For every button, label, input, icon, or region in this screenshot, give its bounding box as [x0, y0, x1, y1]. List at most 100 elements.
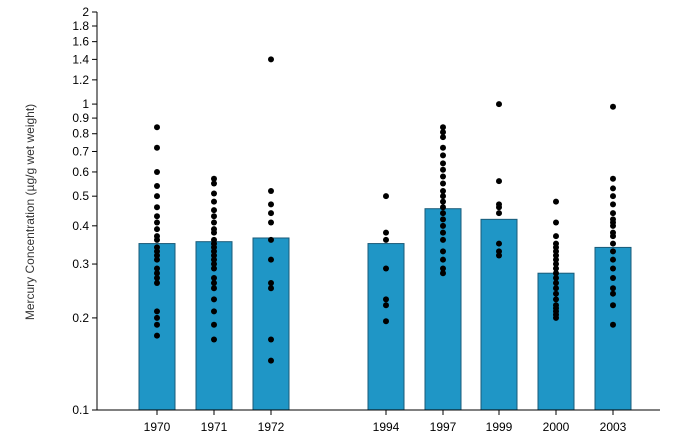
point-1971-13: [211, 252, 217, 259]
point-1972-9: [268, 336, 274, 343]
point-2000-1: [553, 219, 559, 226]
point-2003-10: [610, 233, 616, 240]
point-1994-4: [383, 296, 389, 303]
point-1999-5: [496, 240, 502, 247]
point-1994-2: [383, 236, 389, 243]
point-1970-1: [154, 144, 160, 151]
y-tick-label: 0.5: [72, 189, 89, 203]
x-tick-label: 1971: [201, 420, 228, 434]
y-tick-label: 0.6: [72, 165, 89, 179]
x-tick-label: 1997: [430, 420, 457, 434]
y-tick-label: 0.1: [72, 403, 89, 417]
point-1971-17: [211, 275, 217, 282]
point-1970-20: [154, 314, 160, 321]
point-1999-7: [496, 252, 502, 259]
point-1970-15: [154, 265, 160, 272]
x-tick-label: 1972: [258, 420, 285, 434]
y-ticks-group: 0.1 0.2 0.3 0.4 0.5 0.6 0.7 0.8 0.91 1.2 1.4 1.6 1.8…: [72, 5, 97, 417]
point-1971-23: [211, 336, 217, 343]
point-2000-9: [553, 265, 559, 272]
point-1999-1: [496, 178, 502, 185]
point-1971-16: [211, 265, 217, 272]
y-tick-label: 0.7: [72, 144, 89, 158]
point-1994-3: [383, 265, 389, 272]
point-2003-0: [610, 103, 616, 110]
point-1997-14: [440, 216, 446, 223]
point-1970-2: [154, 168, 160, 175]
point-1997-10: [440, 193, 446, 200]
point-1971-21: [211, 308, 217, 315]
x-tick-label: 2003: [600, 420, 627, 434]
point-2003-1: [610, 175, 616, 182]
point-1970-4: [154, 193, 160, 200]
point-1997-19: [440, 256, 446, 263]
point-2003-8: [610, 222, 616, 229]
point-1971-6: [211, 219, 217, 226]
y-tick-label: 1: [82, 97, 89, 111]
point-2000-12: [553, 280, 559, 287]
point-1970-14: [154, 256, 160, 263]
point-2000-6: [553, 252, 559, 259]
point-1972-2: [268, 201, 274, 208]
point-1970-17: [154, 275, 160, 282]
point-2003-15: [610, 275, 616, 282]
point-1994-6: [383, 318, 389, 325]
point-1997-9: [440, 187, 446, 194]
point-1999-3: [496, 204, 502, 211]
point-1972-8: [268, 285, 274, 292]
point-1972-1: [268, 187, 274, 194]
point-1972-5: [268, 236, 274, 243]
y-tick-label: 0.4: [72, 219, 89, 233]
point-2003-16: [610, 285, 616, 292]
point-1971-15: [211, 261, 217, 268]
point-2003-4: [610, 201, 616, 208]
point-2003-11: [610, 240, 616, 247]
point-2000-0: [553, 198, 559, 205]
y-tick-label: 0.9: [72, 111, 89, 125]
y-tick-label: 1.4: [72, 52, 89, 66]
point-2000-11: [553, 275, 559, 282]
point-1972-10: [268, 357, 274, 364]
point-1997-20: [440, 265, 446, 272]
bar-1999: [480, 218, 518, 411]
point-1997-5: [440, 160, 446, 167]
point-1970-16: [154, 270, 160, 277]
point-1997-8: [440, 180, 446, 187]
point-2003-19: [610, 321, 616, 328]
point-1997-6: [440, 166, 446, 173]
point-1971-19: [211, 285, 217, 292]
point-2000-20: [553, 314, 559, 321]
y-tick-label: 1.2: [72, 73, 89, 87]
x-tick-label: 1999: [486, 420, 513, 434]
point-1997-15: [440, 222, 446, 229]
point-1970-5: [154, 204, 160, 211]
point-1997-7: [440, 173, 446, 180]
point-1999-0: [496, 101, 502, 108]
point-2000-7: [553, 256, 559, 263]
point-1970-18: [154, 280, 160, 287]
point-1971-8: [211, 229, 217, 236]
point-1971-2: [211, 190, 217, 197]
bar-1994: [367, 243, 405, 411]
point-1971-20: [211, 296, 217, 303]
point-1971-14: [211, 256, 217, 263]
point-1970-7: [154, 219, 160, 226]
point-1972-6: [268, 256, 274, 263]
point-2000-14: [553, 290, 559, 297]
point-2003-12: [610, 248, 616, 255]
point-1997-17: [440, 236, 446, 243]
point-2000-15: [553, 296, 559, 303]
point-1972-0: [268, 56, 274, 63]
point-1971-18: [211, 280, 217, 287]
point-2000-2: [553, 233, 559, 240]
x-tick-label: 1970: [144, 420, 171, 434]
point-1971-1: [211, 180, 217, 187]
point-1972-4: [268, 219, 274, 226]
x-ticks-group: 1970 1971 1972 1994 1997 1999 2000 2003: [144, 410, 627, 434]
point-1994-1: [383, 229, 389, 236]
point-1997-3: [440, 144, 446, 151]
x-tick-label: 1994: [373, 420, 400, 434]
point-1971-5: [211, 213, 217, 220]
point-1997-4: [440, 152, 446, 159]
